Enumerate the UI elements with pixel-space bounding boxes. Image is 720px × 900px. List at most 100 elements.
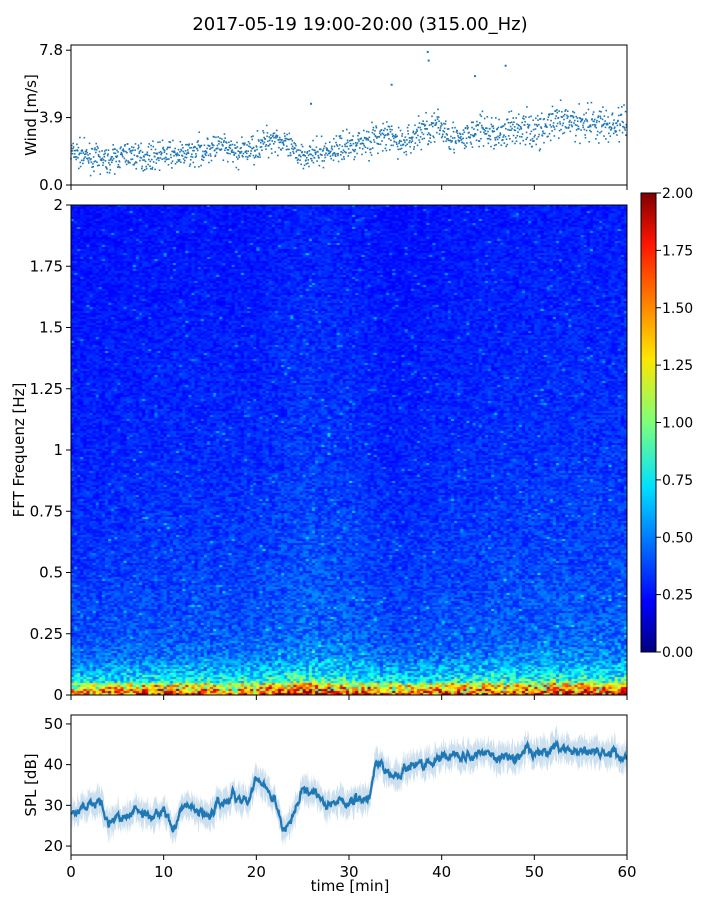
wind-point bbox=[478, 140, 481, 142]
wind-point bbox=[593, 118, 596, 121]
wind-point bbox=[79, 161, 82, 164]
wind-point bbox=[414, 142, 417, 145]
wind-point bbox=[613, 126, 616, 129]
wind-point bbox=[565, 109, 567, 111]
wind-point bbox=[150, 148, 153, 151]
wind-point bbox=[465, 145, 467, 148]
wind-point bbox=[361, 142, 364, 145]
wind-point bbox=[454, 126, 456, 129]
wind-point bbox=[463, 131, 466, 134]
wind-point bbox=[297, 158, 300, 161]
wind-point bbox=[109, 163, 111, 166]
wind-point bbox=[175, 153, 178, 156]
colorbar-tick-label: 0.50 bbox=[662, 530, 693, 546]
wind-point bbox=[411, 138, 413, 140]
wind-point bbox=[289, 152, 292, 154]
wind-point bbox=[183, 159, 186, 162]
wind-point bbox=[212, 144, 215, 147]
wind-point bbox=[160, 153, 162, 156]
wind-point bbox=[438, 120, 440, 122]
wind-point bbox=[274, 135, 277, 138]
wind-point bbox=[201, 155, 204, 158]
wind-point bbox=[294, 147, 296, 150]
wind-point bbox=[383, 129, 385, 132]
wind-point bbox=[505, 145, 507, 148]
wind-point bbox=[520, 127, 522, 129]
wind-point bbox=[111, 159, 114, 162]
wind-point bbox=[470, 121, 473, 124]
wind-point bbox=[102, 161, 105, 164]
wind-point bbox=[621, 120, 623, 123]
wind-point bbox=[437, 108, 439, 111]
wind-point bbox=[619, 123, 621, 125]
wind-point bbox=[428, 124, 431, 126]
wind-point bbox=[115, 155, 117, 158]
wind-point bbox=[488, 137, 490, 140]
wind-point bbox=[208, 161, 210, 164]
wind-point bbox=[335, 135, 338, 137]
wind-point bbox=[568, 121, 570, 123]
wind-point bbox=[214, 149, 216, 152]
wind-point bbox=[83, 136, 86, 139]
wind-point bbox=[173, 154, 175, 157]
wind-point bbox=[189, 147, 191, 149]
wind-point bbox=[524, 143, 527, 146]
wind-point bbox=[444, 136, 446, 138]
wind-point bbox=[406, 139, 408, 141]
wind-point bbox=[541, 134, 544, 137]
wind-point bbox=[423, 137, 426, 140]
wind-point bbox=[388, 125, 391, 128]
wind-point bbox=[590, 101, 593, 104]
wind-point bbox=[135, 161, 138, 164]
wind-point bbox=[517, 113, 520, 116]
wind-point bbox=[85, 153, 87, 155]
wind-point bbox=[583, 120, 586, 122]
wind-point bbox=[96, 145, 99, 148]
wind-point bbox=[263, 141, 266, 144]
wind-point bbox=[521, 133, 524, 135]
wind-point bbox=[530, 115, 532, 118]
wind-point bbox=[572, 110, 574, 113]
wind-point bbox=[536, 125, 539, 127]
wind-point bbox=[469, 136, 472, 139]
wind-point bbox=[452, 121, 454, 124]
wind-point bbox=[165, 153, 168, 155]
wind-point bbox=[492, 125, 494, 127]
wind-point bbox=[209, 148, 211, 150]
wind-point bbox=[347, 148, 350, 150]
wind-point bbox=[549, 113, 551, 115]
wind-point bbox=[197, 144, 200, 146]
wind-point bbox=[337, 154, 339, 157]
wind-point bbox=[552, 124, 555, 127]
wind-point bbox=[350, 151, 352, 154]
wind-point bbox=[153, 155, 156, 158]
wind-point bbox=[529, 133, 532, 135]
wind-point bbox=[504, 123, 506, 125]
wind-point bbox=[460, 135, 462, 138]
wind-point bbox=[386, 128, 388, 131]
wind-point bbox=[411, 136, 414, 139]
wind-point bbox=[393, 137, 395, 140]
wind-point bbox=[157, 157, 160, 159]
wind-point bbox=[434, 119, 437, 122]
wind-point bbox=[339, 137, 341, 139]
wind-point bbox=[242, 152, 245, 155]
wind-point bbox=[206, 137, 209, 139]
wind-point bbox=[451, 140, 453, 142]
wind-point bbox=[502, 139, 504, 141]
wind-point bbox=[145, 165, 148, 168]
wind-point bbox=[233, 153, 236, 155]
spl-ytick-label: 50 bbox=[44, 715, 63, 733]
wind-point bbox=[312, 139, 314, 142]
wind-point bbox=[190, 146, 193, 149]
wind-point bbox=[143, 159, 146, 161]
wind-point bbox=[162, 146, 165, 149]
wind-point bbox=[458, 140, 461, 142]
wind-point bbox=[460, 138, 463, 141]
wind-point bbox=[77, 146, 80, 149]
wind-point bbox=[347, 155, 350, 157]
wind-point bbox=[471, 146, 474, 148]
wind-point bbox=[73, 149, 76, 152]
wind-point bbox=[304, 151, 306, 153]
wind-point bbox=[406, 126, 409, 129]
